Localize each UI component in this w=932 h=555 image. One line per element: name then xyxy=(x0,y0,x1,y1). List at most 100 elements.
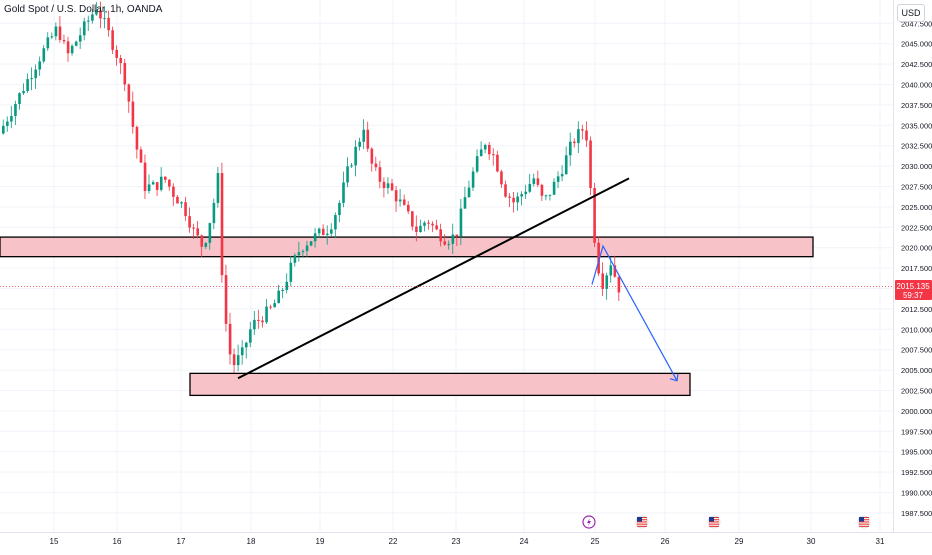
candle-body xyxy=(338,202,341,216)
candle-body xyxy=(30,78,33,80)
candle-body xyxy=(589,140,592,189)
price-tick-label: 2005.000 xyxy=(901,366,932,375)
candle-body xyxy=(220,173,224,276)
candle-body xyxy=(257,319,260,321)
candle-body xyxy=(483,144,487,150)
us-flag-icon[interactable] xyxy=(857,515,871,529)
resistance-zone[interactable] xyxy=(0,236,814,258)
price-tick-label: 2035.000 xyxy=(901,121,932,130)
support-zone[interactable] xyxy=(189,372,691,397)
candle-body xyxy=(74,41,78,46)
candle-body xyxy=(285,281,289,290)
candle-body xyxy=(451,234,455,244)
candle-body xyxy=(188,216,191,228)
candle-body xyxy=(119,57,123,64)
candle-body xyxy=(593,188,596,243)
time-axis[interactable]: 15 16 17 18 19 22 23 24 25 26 29 30 31 xyxy=(50,537,885,546)
candle-body xyxy=(50,36,54,38)
candle-body xyxy=(297,252,301,256)
candle-body xyxy=(500,171,503,185)
lightning-icon[interactable] xyxy=(582,515,596,529)
ascending-trendline[interactable] xyxy=(237,177,630,380)
currency-button[interactable]: USD xyxy=(897,4,925,22)
time-tick-label: 25 xyxy=(591,537,600,546)
candle-body xyxy=(70,45,74,54)
candle-body xyxy=(564,155,568,175)
candle-body xyxy=(176,196,179,204)
candle-body xyxy=(488,144,491,155)
us-flag-icon[interactable] xyxy=(635,515,649,529)
time-tick-label: 29 xyxy=(735,537,744,546)
candle-body xyxy=(309,241,313,246)
candle-body xyxy=(431,223,434,226)
candle-body xyxy=(269,306,272,308)
candle-body xyxy=(95,10,98,15)
candle-body xyxy=(411,211,414,227)
price-tick-label: 2002.500 xyxy=(901,387,932,396)
candle-body xyxy=(581,129,584,131)
candle-body xyxy=(366,129,370,149)
candle-body xyxy=(38,61,42,70)
candle-body xyxy=(103,17,106,19)
candle-body xyxy=(321,228,325,235)
candle-body xyxy=(326,233,329,235)
candle-body xyxy=(265,306,268,323)
candle-body xyxy=(107,17,110,31)
candle-body xyxy=(208,223,212,243)
candle-body xyxy=(58,26,62,41)
candle-body xyxy=(390,183,394,191)
candle-body xyxy=(168,179,171,187)
candle-body xyxy=(14,104,17,117)
candle-body xyxy=(585,130,588,141)
candle-body xyxy=(164,176,167,180)
candle-body xyxy=(524,191,528,195)
candle-body xyxy=(435,225,438,230)
price-tick-label: 2032.500 xyxy=(901,142,932,151)
candle-body xyxy=(548,194,552,196)
price-tick-label: 1997.500 xyxy=(901,427,932,436)
candle-body xyxy=(459,208,463,237)
price-tick-label: 2020.000 xyxy=(901,244,932,253)
candle-body xyxy=(273,303,276,308)
candle-body xyxy=(293,255,297,263)
price-tick-label: 2037.500 xyxy=(901,101,932,110)
candle-body xyxy=(350,165,353,167)
candle-body xyxy=(2,125,5,134)
candle-body xyxy=(402,199,406,205)
projection-path[interactable] xyxy=(591,244,678,381)
candle-body xyxy=(520,194,523,197)
zones-layer xyxy=(0,236,814,397)
candle-body xyxy=(601,273,604,289)
candles-layer xyxy=(2,1,621,374)
price-tick-label: 2012.500 xyxy=(901,305,932,314)
us-flag-icon[interactable] xyxy=(707,515,721,529)
price-tick-label: 2042.500 xyxy=(901,60,932,69)
candle-body xyxy=(613,265,617,277)
candle-body xyxy=(216,173,220,203)
economic-events-row[interactable] xyxy=(582,515,871,529)
candle-body xyxy=(346,166,349,183)
symbol-title[interactable]: Gold Spot / U.S. Dollar, 1h, OANDA xyxy=(4,4,163,15)
price-tick-label: 1995.000 xyxy=(901,448,932,457)
price-tag-bg xyxy=(895,280,932,300)
candle-body xyxy=(147,184,151,192)
price-axis[interactable]: 1987.500 1990.000 1992.500 1995.000 1997.500… xyxy=(901,19,932,518)
price-tag-value: 2015.135 xyxy=(896,282,930,291)
candle-body xyxy=(196,228,199,236)
candle-body xyxy=(378,167,382,182)
candle-body xyxy=(398,199,402,202)
candle-body xyxy=(569,141,572,156)
candle-body xyxy=(419,225,422,233)
candle-body xyxy=(447,243,451,245)
candle-body xyxy=(504,184,507,197)
candle-body xyxy=(155,182,159,190)
price-tick-label: 2007.500 xyxy=(901,346,932,355)
candle-body xyxy=(415,226,418,233)
candle-body xyxy=(78,35,82,42)
candle-body xyxy=(536,178,540,185)
candle-body xyxy=(261,320,264,323)
price-tick-label: 2010.000 xyxy=(901,325,932,334)
candle-body xyxy=(46,37,50,49)
